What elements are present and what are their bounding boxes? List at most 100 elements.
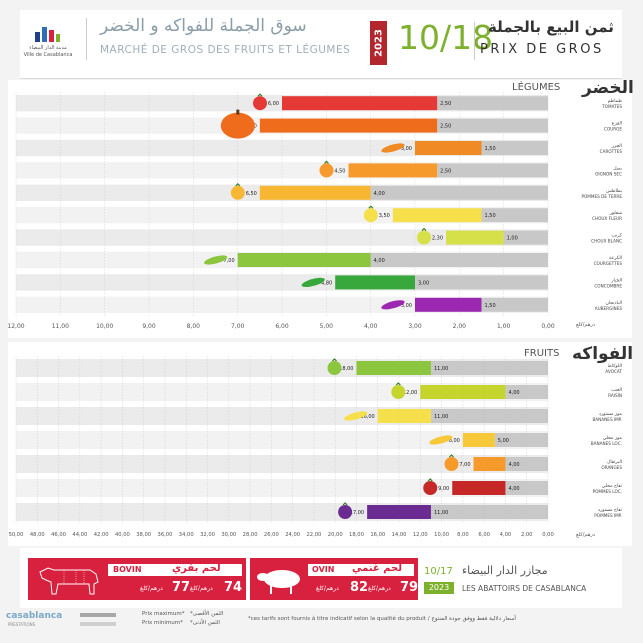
x-tick-label: 1,00: [497, 323, 511, 330]
category-label-ar: الجزر: [611, 144, 622, 149]
min-price-label: 11,00: [434, 414, 448, 420]
min-price-bar: [437, 118, 548, 133]
max-price-label: 4,50: [334, 168, 345, 174]
tomato-icon: [253, 93, 267, 111]
min-price-label: 5,00: [498, 438, 509, 444]
min-price-label: 4,00: [508, 390, 519, 396]
bovin-unit-2: درهم/كلغ: [140, 585, 163, 592]
min-price-bar: [370, 253, 548, 267]
category-label-fr: OIGNON SEC: [595, 171, 622, 176]
cabbage-icon: [417, 227, 432, 245]
category-label-fr: AUBERGINES: [595, 306, 623, 311]
header-divider: [86, 18, 87, 60]
banana-loc-icon: [429, 435, 453, 445]
min-price-bar: [370, 185, 548, 200]
bovin-title-bar: [108, 564, 242, 576]
x-tick-label: 8,00: [187, 323, 201, 330]
row-stripe: [16, 383, 548, 401]
zucchini-icon: [204, 255, 228, 265]
min-price-label: 11,00: [434, 510, 448, 516]
avocado-icon: [327, 358, 342, 375]
x-tick-label: 7,00: [231, 323, 245, 330]
category-label-ar: تفاح محلي: [602, 484, 623, 489]
x-tick-label: 11,00: [52, 323, 69, 330]
max-price-bar: [452, 481, 506, 495]
legend-min-label-ar: *الثمن الأدنى: [190, 620, 220, 626]
category-label-fr: BANANES IMP.: [592, 417, 622, 422]
x-tick-label: 12,00: [413, 532, 428, 538]
max-price-label: 12,00: [403, 390, 417, 396]
category-label-ar: الكرعة: [609, 255, 622, 261]
min-price-bar: [481, 297, 548, 312]
bovin-max-price: 77: [172, 580, 191, 595]
x-tick-label: 12,00: [8, 323, 25, 330]
cauliflower-icon: [363, 205, 378, 223]
max-price-label: 8,00: [449, 438, 460, 444]
row-stripe: [16, 479, 548, 497]
legend-min-label: Prix minimum*: [142, 620, 183, 626]
max-price-bar: [415, 141, 482, 155]
min-price-bar: [503, 230, 548, 245]
bovin-unit-1: درهم/كلغ: [190, 585, 213, 592]
ovin-title-ar: لحم غنمي: [352, 563, 403, 574]
category-label-fr: POMMES LOC.: [593, 489, 622, 494]
x-tick-label: 38,00: [136, 532, 151, 538]
fruits-title-ar: الفواكه: [572, 344, 634, 364]
legend-max-label-ar: *الثمن الأقصى: [190, 611, 224, 617]
x-tick-label: 0,00: [541, 323, 555, 330]
category-label-fr: CHOUX FLEUR: [592, 216, 622, 221]
category-label-fr: ORANGES: [601, 465, 622, 470]
min-price-label: 11,00: [434, 366, 448, 372]
max-price-bar: [335, 275, 415, 290]
onion-icon: [319, 160, 334, 178]
max-price-label: 3,00: [401, 303, 412, 309]
x-tick-label: 10,00: [96, 323, 113, 330]
market-title-ar: سوق الجملة للفواكه و الخضر: [100, 16, 307, 36]
category-label-fr: AVOCAT: [605, 369, 622, 374]
x-tick-label: 24,00: [285, 532, 300, 538]
max-price-bar: [420, 385, 506, 399]
category-label-ar: شفلور: [609, 211, 622, 216]
min-price-bar: [505, 457, 548, 471]
footer-note: *ces tarifs sont fournis à titre indicat…: [248, 616, 516, 622]
min-price-label: 1,50: [485, 303, 496, 309]
x-tick-label: 3,00: [408, 323, 422, 330]
vegetables-title-fr: LÉGUMES: [512, 82, 561, 93]
max-price-bar: [462, 433, 495, 447]
max-price-label: 9,00: [438, 486, 449, 492]
x-tick-label: 42,00: [94, 532, 109, 538]
category-label-fr: POMMES IMP.: [594, 513, 622, 518]
max-price-bar: [473, 457, 506, 471]
min-price-label: 2,50: [440, 101, 451, 107]
category-label-ar: العنب: [611, 388, 622, 393]
x-tick-label: 28,00: [243, 532, 258, 538]
category-label-fr: COURGETTES: [594, 261, 623, 266]
x-tick-label: 14,00: [392, 532, 407, 538]
max-price-label: 18,00: [339, 366, 353, 372]
min-price-label: 4,00: [508, 486, 519, 492]
meat-date: 10/17: [424, 566, 453, 577]
abattoir-title-fr: LES ABATTOIRS DE CASABLANCA: [462, 584, 587, 593]
apple-loc-icon: [423, 478, 438, 495]
category-label-ar: الباذنجان: [605, 301, 622, 306]
max-price-bar: [259, 185, 371, 200]
max-price-bar: [392, 208, 482, 223]
x-tick-label: 16,00: [370, 532, 385, 538]
header-divider-2: [474, 22, 475, 60]
logo-caption-fr: Ville de Casablanca: [23, 52, 73, 58]
category-label-fr: BANANES LOC.: [591, 441, 622, 446]
veg-unit: درهم/كلغ: [576, 322, 595, 328]
x-tick-label: 6,00: [275, 323, 289, 330]
max-price-label: 2,30: [432, 236, 443, 242]
min-price-label: 3,00: [418, 280, 429, 286]
legend-max-swatch: [80, 613, 116, 617]
meat-year-badge: 2023: [424, 582, 454, 594]
category-label-fr: CAROTTES: [600, 149, 623, 154]
min-price-label: 1,00: [507, 236, 518, 242]
bovin-title-ar: لحم بقري: [172, 563, 221, 574]
orange-icon: [444, 454, 459, 471]
x-tick-label: 4,00: [500, 532, 512, 538]
fruits-title-fr: FRUITS: [524, 348, 560, 359]
min-price-bar: [494, 433, 548, 447]
category-label-ar: تفاح مستورد: [598, 508, 623, 513]
